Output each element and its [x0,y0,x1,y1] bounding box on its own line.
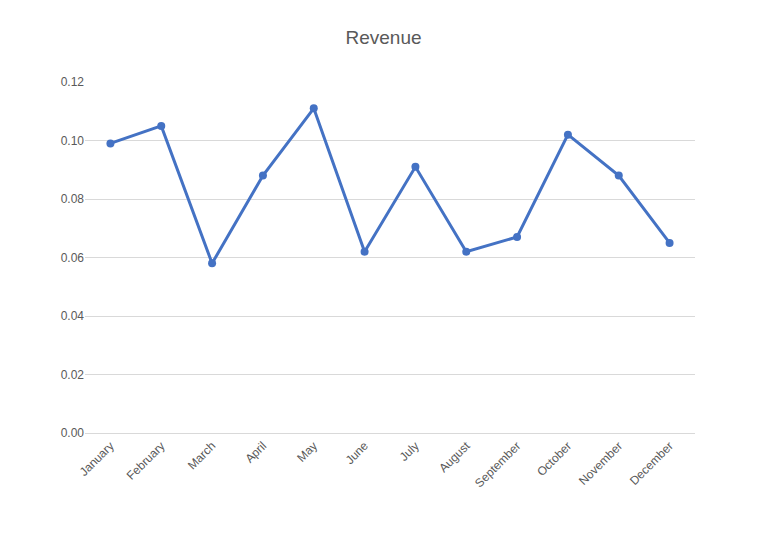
svg-text:August: August [436,438,473,475]
svg-text:0.12: 0.12 [61,75,85,89]
svg-text:November: November [576,439,625,488]
svg-text:0.04: 0.04 [61,309,85,323]
svg-text:0.02: 0.02 [61,368,85,382]
svg-text:0.06: 0.06 [61,251,85,265]
svg-text:July: July [397,439,422,464]
svg-text:December: December [627,439,676,488]
svg-text:October: October [534,439,574,479]
svg-text:0.08: 0.08 [61,192,85,206]
svg-text:May: May [294,439,320,465]
svg-text:February: February [124,439,168,483]
svg-text:April: April [242,439,269,466]
svg-text:June: June [343,439,372,468]
svg-text:September: September [472,439,523,490]
svg-text:Revenue: Revenue [345,27,421,48]
svg-text:January: January [77,439,117,479]
svg-text:0.00: 0.00 [61,426,85,440]
svg-text:0.10: 0.10 [61,134,85,148]
svg-text:March: March [185,439,218,472]
